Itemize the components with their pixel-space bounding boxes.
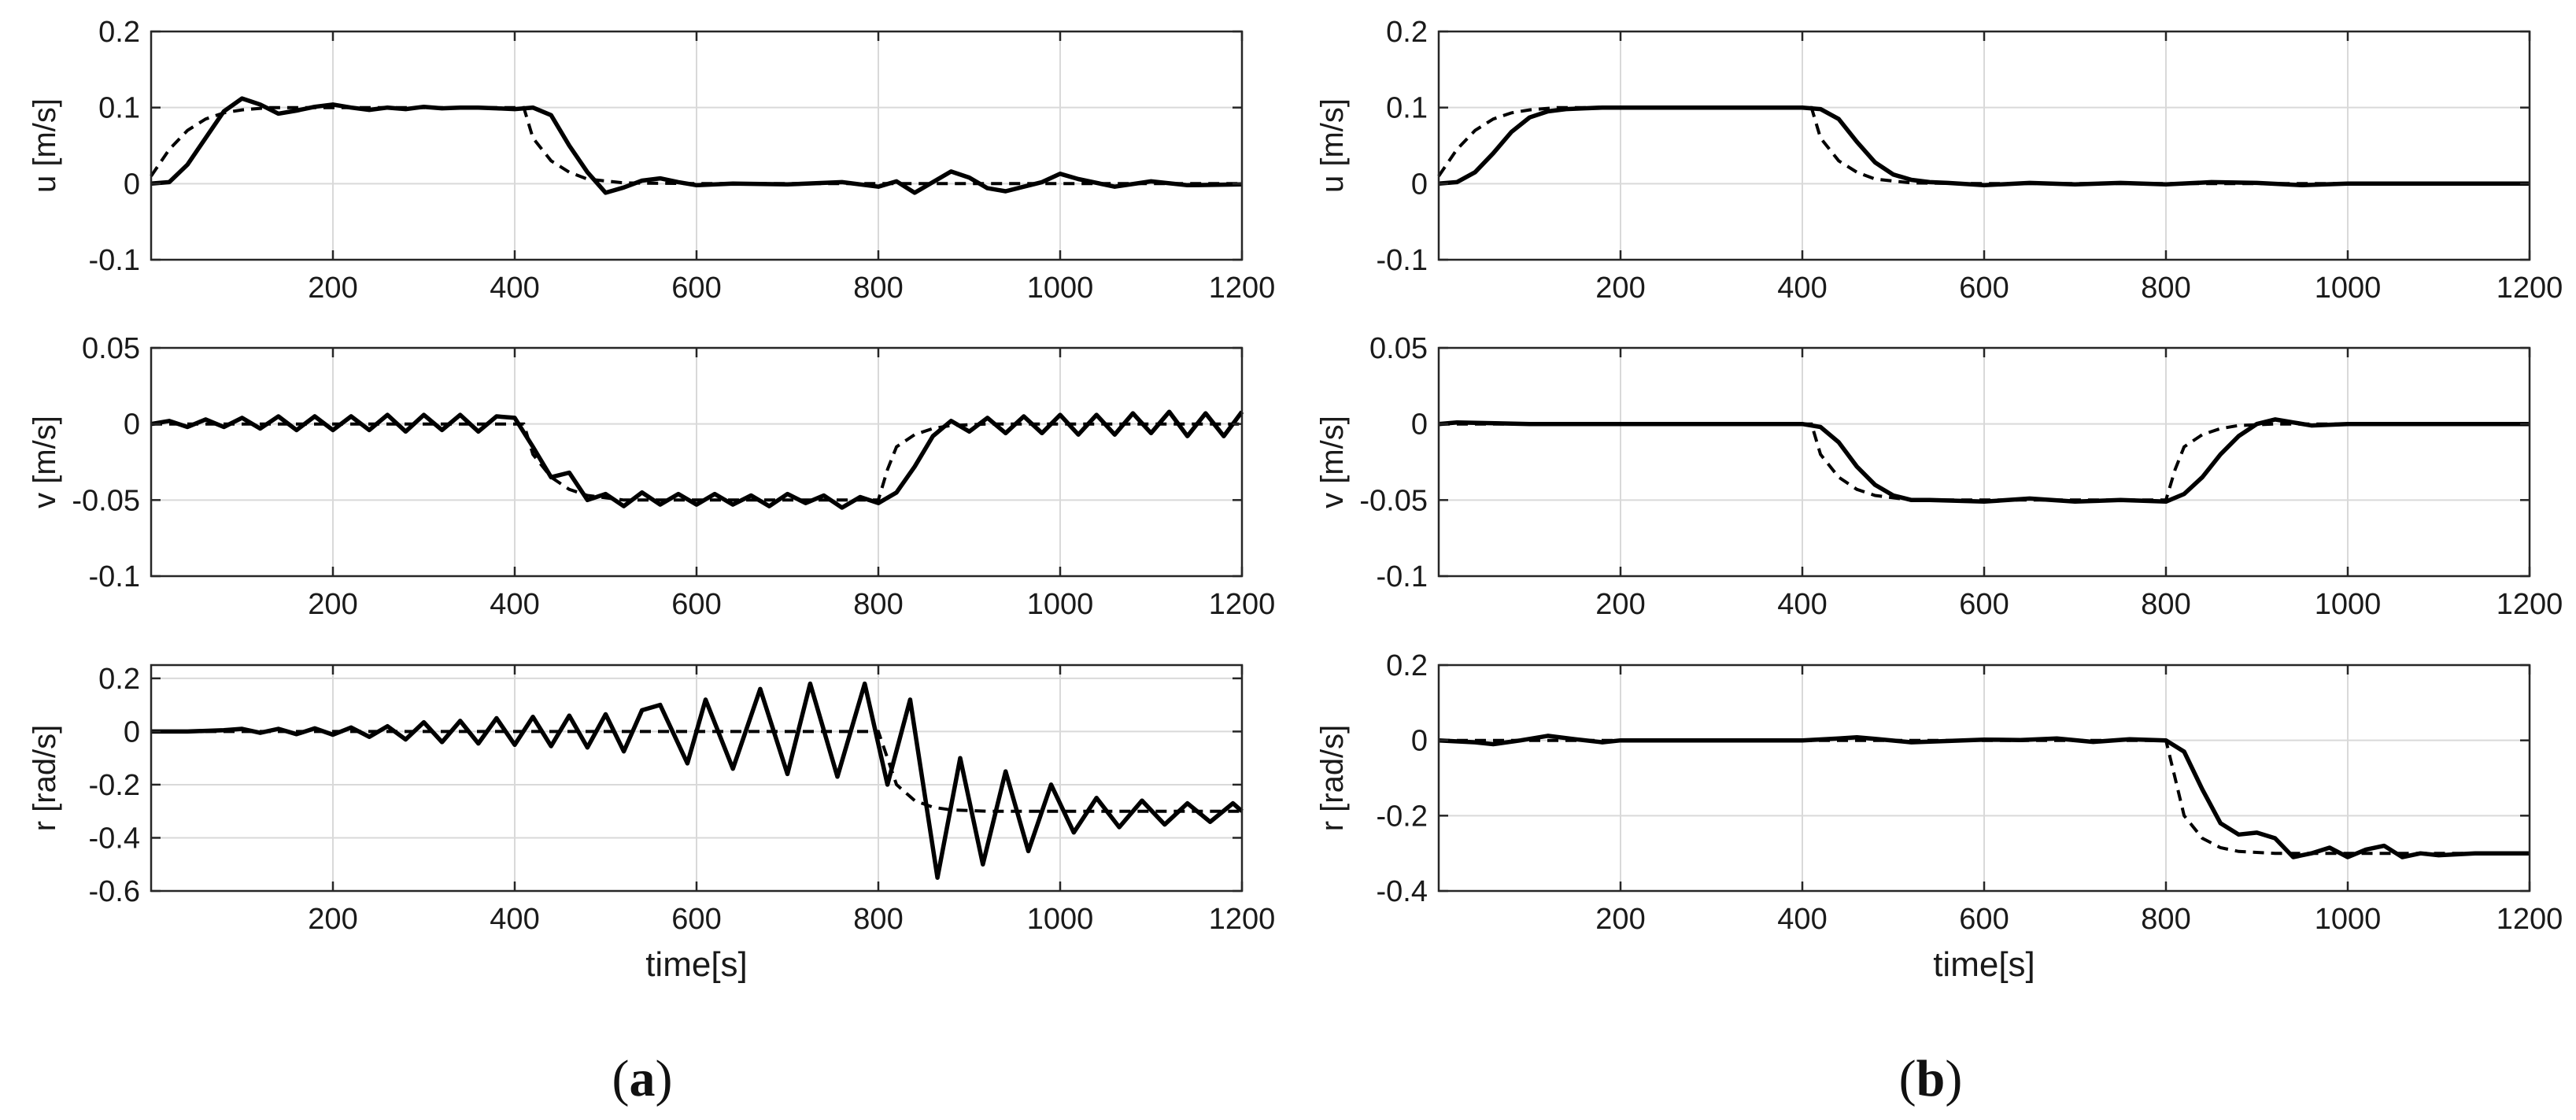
y-tick-label: 0 <box>1411 168 1428 201</box>
y-tick-label: -0.4 <box>89 822 140 855</box>
series-line-response <box>150 409 1244 510</box>
x-axis-label: time[s] <box>1933 945 2035 984</box>
x-tick-label: 600 <box>1959 903 2009 936</box>
x-tick-label: 400 <box>490 272 539 305</box>
x-tick-label: 600 <box>1959 588 2009 621</box>
x-tick-label: 400 <box>1777 903 1827 936</box>
y-axis-label: r [rad/s] <box>28 725 62 832</box>
y-tick-label: 0.1 <box>98 92 140 125</box>
panel-b: 200 400 600 800 1000 1200 -0.1 0 0.1 0.2 u [m/s] 2… <box>1315 16 2563 984</box>
series-line-reference <box>1439 738 2530 856</box>
x-tick-label: 1000 <box>1027 272 1094 305</box>
y-tick-label: 0.2 <box>98 663 140 696</box>
y-tick-label: -0.1 <box>89 244 140 277</box>
x-tick-label: 1200 <box>2497 903 2563 936</box>
x-tick-label: 200 <box>1595 903 1645 936</box>
x-tick-label: 400 <box>1777 588 1827 621</box>
y-tick-label: -0.2 <box>1377 800 1428 833</box>
y-tick-label: 0.1 <box>1386 92 1428 125</box>
axes-b-r: 200 400 600 800 1000 1200 -0.4 -0.2 0 0.2 r [rad/s… <box>1315 649 2563 984</box>
x-tick-label: 1200 <box>2497 588 2563 621</box>
y-tick-label: -0.05 <box>72 484 140 517</box>
x-tick-label: 1000 <box>1027 588 1094 621</box>
y-tick-label: -0.2 <box>89 769 140 802</box>
y-axis-label: r [rad/s] <box>1315 725 1350 832</box>
x-tick-label: 600 <box>671 588 721 621</box>
x-tick-label: 400 <box>1777 272 1827 305</box>
panel-a: 200 400 600 800 1000 1200 -0.1 0 0.1 0.2 u [m/s] 2… <box>28 16 1275 984</box>
series-line-reference <box>151 730 1242 813</box>
y-tick-label: 0 <box>1411 725 1428 758</box>
y-axis-label: v [m/s] <box>28 416 62 508</box>
y-tick-label: 0 <box>124 408 140 442</box>
x-tick-label: 200 <box>308 903 357 936</box>
y-tick-label: 0 <box>124 168 140 201</box>
x-tick-label: 1000 <box>2315 903 2382 936</box>
caption-b: (b) <box>1899 1050 1963 1107</box>
x-axis-label: time[s] <box>645 945 748 984</box>
x-tick-label: 600 <box>671 903 721 936</box>
x-tick-label: 1200 <box>2497 272 2563 305</box>
x-tick-label: 400 <box>490 903 539 936</box>
x-tick-label: 800 <box>2141 272 2190 305</box>
x-tick-label: 200 <box>1595 588 1645 621</box>
series-line-response <box>150 96 1243 195</box>
y-tick-label: -0.1 <box>1377 560 1428 593</box>
axes-a-u: 200 400 600 800 1000 1200 -0.1 0 0.1 0.2 u [m/s] <box>28 16 1275 305</box>
x-tick-label: 600 <box>1959 272 2009 305</box>
y-axis-label: u [m/s] <box>1315 98 1350 193</box>
x-tick-label: 1200 <box>1209 588 1276 621</box>
y-tick-label: -0.1 <box>89 560 140 593</box>
series-line-response <box>151 681 1244 880</box>
axes-a-r: 200 400 600 800 1000 1200 -0.6 -0.4 -0.2 0 0.2 r [r… <box>28 663 1275 984</box>
x-tick-label: 800 <box>853 588 903 621</box>
axes-b-v: 200 400 600 800 1000 1200 -0.1 -0.05 0 0.05 v [m/s… <box>1315 332 2563 621</box>
y-tick-label: 0.05 <box>1369 332 1428 365</box>
x-tick-label: 200 <box>308 272 357 305</box>
y-tick-label: 0.2 <box>1386 16 1428 49</box>
y-tick-label: 0 <box>124 715 140 749</box>
x-tick-label: 600 <box>671 272 721 305</box>
y-tick-label: 0.05 <box>82 332 140 365</box>
caption-a: (a) <box>612 1050 673 1107</box>
y-axis-label: v [m/s] <box>1315 416 1350 508</box>
y-tick-label: -0.05 <box>1359 484 1428 517</box>
series-line-response <box>1438 734 2530 859</box>
x-tick-label: 200 <box>308 588 357 621</box>
y-tick-label: -0.1 <box>1377 244 1428 277</box>
y-axis-label: u [m/s] <box>28 98 62 193</box>
series-line-response <box>1438 417 2530 505</box>
x-tick-label: 800 <box>853 272 903 305</box>
axes-b-u: 200 400 600 800 1000 1200 -0.1 0 0.1 0.2 u [m/s] <box>1315 16 2563 305</box>
x-tick-label: 1000 <box>2315 588 2382 621</box>
y-tick-label: 0.2 <box>1386 649 1428 682</box>
x-tick-label: 800 <box>2141 588 2190 621</box>
x-tick-label: 200 <box>1595 272 1645 305</box>
y-tick-label: 0.2 <box>98 16 140 49</box>
x-tick-label: 800 <box>853 903 903 936</box>
series-line-response <box>1438 105 2530 188</box>
x-tick-label: 1000 <box>2315 272 2382 305</box>
axes-a-v: 200 400 600 800 1000 1200 -0.1 -0.05 0 0.05 v [m/s… <box>28 332 1275 621</box>
x-tick-label: 800 <box>2141 903 2190 936</box>
x-tick-label: 1200 <box>1209 272 1276 305</box>
y-tick-label: 0 <box>1411 408 1428 442</box>
x-tick-label: 400 <box>490 588 539 621</box>
y-tick-label: -0.4 <box>1377 875 1428 908</box>
y-tick-label: -0.6 <box>89 875 140 908</box>
x-tick-label: 1200 <box>1209 903 1276 936</box>
x-tick-label: 1000 <box>1027 903 1094 936</box>
